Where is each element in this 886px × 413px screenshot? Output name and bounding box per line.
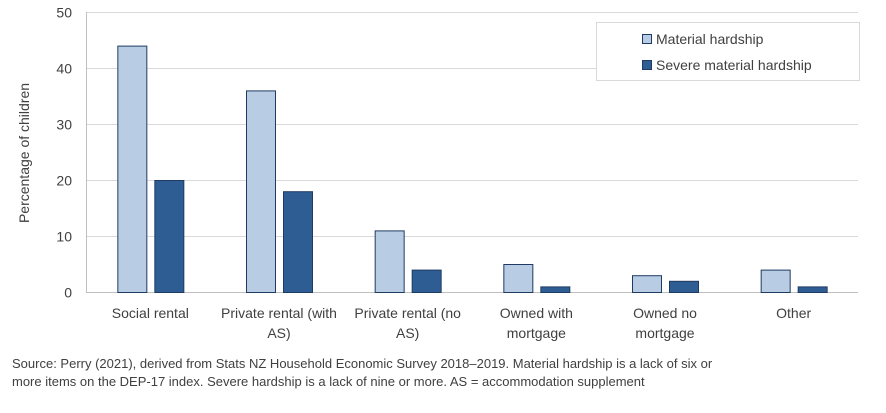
x-tick-label: Owned no	[633, 305, 697, 321]
bar-severe	[411, 269, 442, 294]
bar-material	[117, 45, 148, 293]
y-tick-label: 40	[56, 61, 72, 77]
bar-material	[632, 275, 662, 294]
x-tick-label: Private rental (with	[221, 305, 337, 321]
x-tick-label: Owned with	[500, 305, 573, 321]
chart: 0 10 20 30 40 50 Percentage of children Social …	[16, 5, 860, 341]
bar-severe	[797, 286, 828, 293]
bar-material	[760, 269, 791, 294]
bar-severe	[540, 286, 571, 293]
bar-chart: 0 10 20 30 40 50 Percentage of children Social …	[16, 5, 860, 341]
legend-label: Severe material hardship	[656, 57, 812, 73]
legend-box	[596, 22, 860, 81]
y-tick-label: 10	[56, 229, 72, 245]
y-tick-label: 50	[56, 5, 72, 21]
legend-swatch	[642, 34, 652, 44]
x-tick-label: mortgage	[507, 325, 566, 341]
x-tick-label: AS)	[396, 325, 419, 341]
y-tick-label: 0	[64, 285, 72, 301]
bar-material	[374, 230, 405, 293]
x-tick-label: mortgage	[635, 325, 694, 341]
x-tick-label: AS)	[267, 325, 290, 341]
y-tick-label: 20	[56, 173, 72, 189]
bar-material	[503, 264, 534, 293]
source-note: Source: Perry (2021), derived from Stats…	[12, 356, 713, 389]
legend-swatch	[642, 60, 652, 70]
y-tick-label: 30	[56, 117, 72, 133]
bar-severe	[669, 280, 699, 293]
bar-severe	[154, 180, 185, 293]
bar-material	[246, 90, 276, 294]
x-tick-label: Private rental (no	[354, 305, 461, 321]
x-tick-label: Other	[776, 305, 811, 321]
y-axis-title: Percentage of children	[16, 83, 32, 223]
legend-label: Material hardship	[656, 31, 764, 47]
x-tick-label: Social rental	[112, 305, 189, 321]
bar-severe	[283, 191, 313, 293]
